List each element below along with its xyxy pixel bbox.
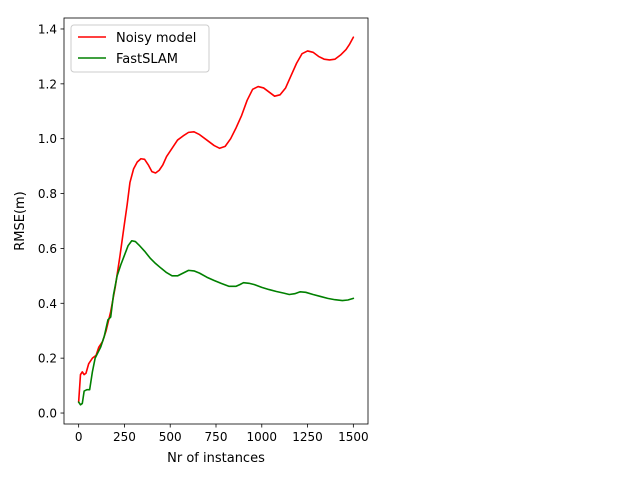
x-tick-label: 1000 [247,430,278,444]
x-tick-label: 1500 [338,430,369,444]
y-tick-label: 1.4 [38,22,57,36]
y-tick-label: 0.6 [38,242,57,256]
y-axis-ticks: 0.0 0.2 0.4 0.6 0.8 1.0 1.2 1.4 [38,22,64,421]
x-tick-label: 500 [159,430,182,444]
legend-label-noisy-model: Noisy model [116,31,196,46]
legend-label-fastslam: FastSLAM [116,52,178,67]
x-tick-label: 0 [75,430,83,444]
x-tick-label: 250 [113,430,136,444]
x-tick-label: 1250 [292,430,323,444]
plot-lines [77,36,355,406]
x-axis-label: Nr of instances [167,451,265,466]
legend: Noisy model FastSLAM [70,24,210,73]
y-tick-label: 0.0 [38,407,57,421]
y-axis-label: RMSE(m) [13,191,28,251]
x-tick-label: 750 [205,430,228,444]
series-line-fastslam [77,239,355,406]
y-tick-label: 1.0 [38,132,57,146]
y-tick-label: 0.8 [38,187,57,201]
y-tick-label: 1.2 [38,77,57,91]
x-axis-ticks: 0 250 500 750 1000 1250 1500 [75,424,369,444]
y-tick-label: 0.4 [38,297,57,311]
y-tick-label: 0.2 [38,352,57,366]
